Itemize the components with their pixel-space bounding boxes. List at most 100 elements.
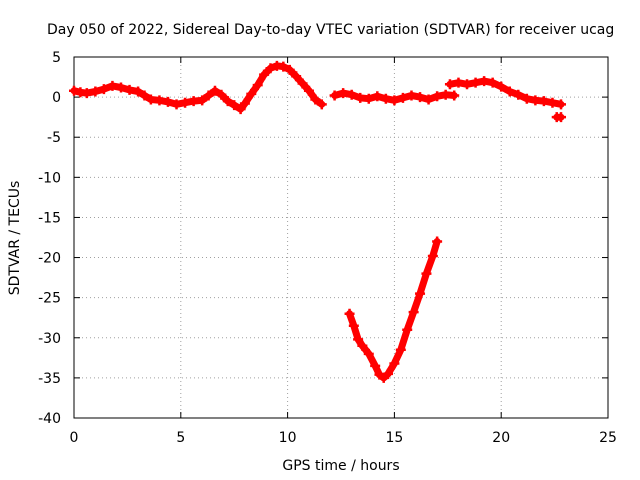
data-point: [406, 90, 417, 101]
y-tick-label: -30: [38, 331, 61, 347]
y-tick-label: -10: [38, 170, 61, 186]
data-point: [370, 360, 381, 371]
data-point: [453, 77, 464, 88]
data-point: [421, 268, 432, 279]
data-point: [139, 90, 150, 101]
data-point: [432, 236, 443, 247]
data-point: [348, 320, 359, 331]
y-tick-label: -20: [38, 251, 61, 267]
data-point: [444, 79, 455, 90]
data-point: [382, 368, 393, 379]
x-tick-label: 20: [492, 430, 510, 446]
data-point: [355, 92, 366, 103]
x-tick-label: 25: [599, 430, 617, 446]
data-point: [145, 94, 156, 105]
x-tick-label: 10: [279, 430, 297, 446]
y-tick-label: -40: [38, 411, 61, 427]
x-tick-label: 5: [176, 430, 185, 446]
data-point: [162, 96, 173, 107]
data-point: [197, 95, 208, 106]
y-axis-label: SDTVAR / TECUs: [7, 181, 23, 296]
data-point: [239, 98, 250, 109]
data-point: [415, 288, 426, 299]
axis-ticks: 0 5 10 15 20 25 5 0 -5 -10 -15 -20 -25 -30 -35 -40: [38, 50, 617, 446]
grid: [74, 57, 608, 418]
data-point: [496, 81, 507, 92]
data-point: [69, 85, 79, 96]
data-point: [487, 77, 498, 88]
series-dip-arc: [344, 236, 443, 383]
data-point: [329, 90, 340, 101]
data-point: [440, 89, 451, 100]
data-point: [188, 96, 199, 107]
y-tick-label: -25: [38, 291, 61, 307]
data-point: [246, 88, 257, 99]
data-point: [278, 61, 289, 72]
data-point: [547, 97, 558, 108]
data-point: [556, 112, 567, 123]
data-point: [171, 99, 182, 110]
data-point: [521, 93, 532, 104]
series-band: [70, 62, 326, 113]
data-point: [310, 94, 321, 105]
data-point: [338, 88, 349, 99]
data-point: [538, 96, 549, 107]
data-point: [124, 84, 135, 95]
data-point: [259, 69, 270, 80]
data-point: [395, 344, 406, 355]
y-tick-label: -35: [38, 371, 61, 387]
series-main: [69, 60, 327, 115]
data-point: [115, 82, 126, 93]
series-outlier: [551, 112, 567, 123]
data-point: [284, 64, 295, 75]
data-point: [389, 358, 400, 369]
data-point: [235, 104, 246, 115]
data-point: [222, 96, 233, 107]
data-point: [470, 77, 481, 88]
data-point: [397, 92, 408, 103]
data-point: [504, 86, 515, 97]
data-point: [423, 94, 434, 105]
x-tick-label: 15: [385, 430, 403, 446]
data-point: [216, 89, 227, 100]
data-point: [357, 340, 368, 351]
data-point: [380, 93, 391, 104]
data-point: [479, 76, 490, 87]
data-point: [432, 91, 443, 102]
y-tick-label: 5: [52, 50, 61, 66]
data-point: [462, 79, 473, 90]
y-tick-label: -5: [47, 130, 61, 146]
data-point: [81, 88, 92, 99]
series-main-c: [444, 76, 567, 110]
data-point: [203, 90, 214, 101]
data-point: [402, 324, 413, 335]
data-point: [556, 99, 567, 110]
data-point: [90, 86, 101, 97]
data-point: [344, 308, 355, 319]
data-point: [252, 80, 263, 91]
data-points: [69, 60, 567, 383]
series-main-b: [329, 88, 460, 106]
x-axis-label: GPS time / hours: [282, 458, 399, 474]
data-point: [363, 348, 374, 359]
data-point: [209, 85, 220, 96]
x-tick-label: 0: [70, 430, 79, 446]
series-band: [346, 238, 441, 382]
data-point: [449, 90, 460, 101]
data-point: [98, 84, 109, 95]
data-point: [154, 95, 165, 106]
data-point: [303, 85, 314, 96]
data-point: [229, 100, 240, 111]
y-tick-label: -15: [38, 210, 61, 226]
data-point: [291, 71, 302, 82]
data-point: [389, 95, 400, 106]
data-point: [415, 92, 426, 103]
plot-frame: [73, 56, 609, 419]
data-point: [316, 99, 327, 110]
data-point: [297, 78, 308, 89]
data-point: [372, 91, 383, 102]
data-point: [353, 334, 364, 345]
data-point: [530, 95, 541, 106]
data-point: [427, 250, 438, 261]
